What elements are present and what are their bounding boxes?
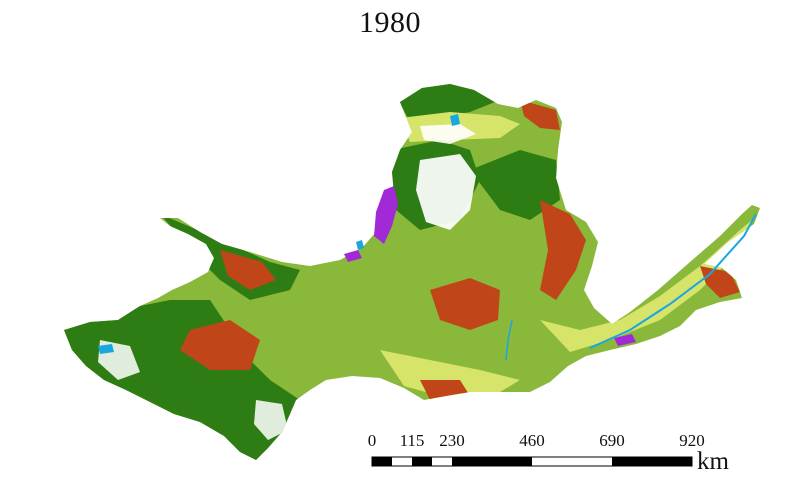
forest-region-west bbox=[64, 300, 300, 460]
water-small-spot bbox=[356, 240, 364, 250]
cropland-west bbox=[180, 320, 260, 370]
light-grass-south bbox=[380, 350, 520, 396]
bare-land-ordos bbox=[416, 154, 476, 230]
light-grass-east bbox=[540, 220, 752, 352]
scale-tick-label: 0 bbox=[368, 431, 377, 450]
water-yellow-river-east bbox=[589, 213, 757, 349]
bare-land-north bbox=[420, 124, 476, 144]
scale-tick-label: 460 bbox=[519, 431, 545, 450]
map-title: 1980 bbox=[359, 6, 421, 39]
scale-bar: 0 115 230 460 690 920 km bbox=[368, 431, 730, 475]
wetland-small bbox=[344, 250, 362, 262]
scale-bar-segment bbox=[412, 457, 432, 466]
forest-region-central-east bbox=[470, 150, 560, 220]
scale-bar-segment bbox=[612, 457, 692, 466]
wetland-east bbox=[614, 334, 636, 346]
cropland-northeast bbox=[520, 100, 560, 130]
bare-land-southwest bbox=[254, 400, 288, 440]
scale-tick-label: 115 bbox=[400, 431, 425, 450]
cropland-loess bbox=[430, 278, 500, 330]
scale-unit: km bbox=[697, 448, 730, 475]
cropland-east-ridge bbox=[540, 200, 586, 300]
basin-landcover bbox=[64, 84, 760, 460]
water-west-lake bbox=[98, 344, 114, 354]
scale-tick-label: 920 bbox=[679, 431, 705, 450]
wetland-ningxia bbox=[374, 186, 398, 244]
cropland-upper-west bbox=[220, 250, 276, 290]
water-north-lake bbox=[450, 114, 460, 126]
water-river-central bbox=[505, 319, 513, 361]
scale-tick-label: 690 bbox=[599, 431, 625, 450]
scale-tick-label: 230 bbox=[439, 431, 465, 450]
scale-bar-segment bbox=[372, 457, 392, 466]
scale-bar-segment bbox=[452, 457, 532, 466]
forest-region-north bbox=[396, 84, 500, 122]
